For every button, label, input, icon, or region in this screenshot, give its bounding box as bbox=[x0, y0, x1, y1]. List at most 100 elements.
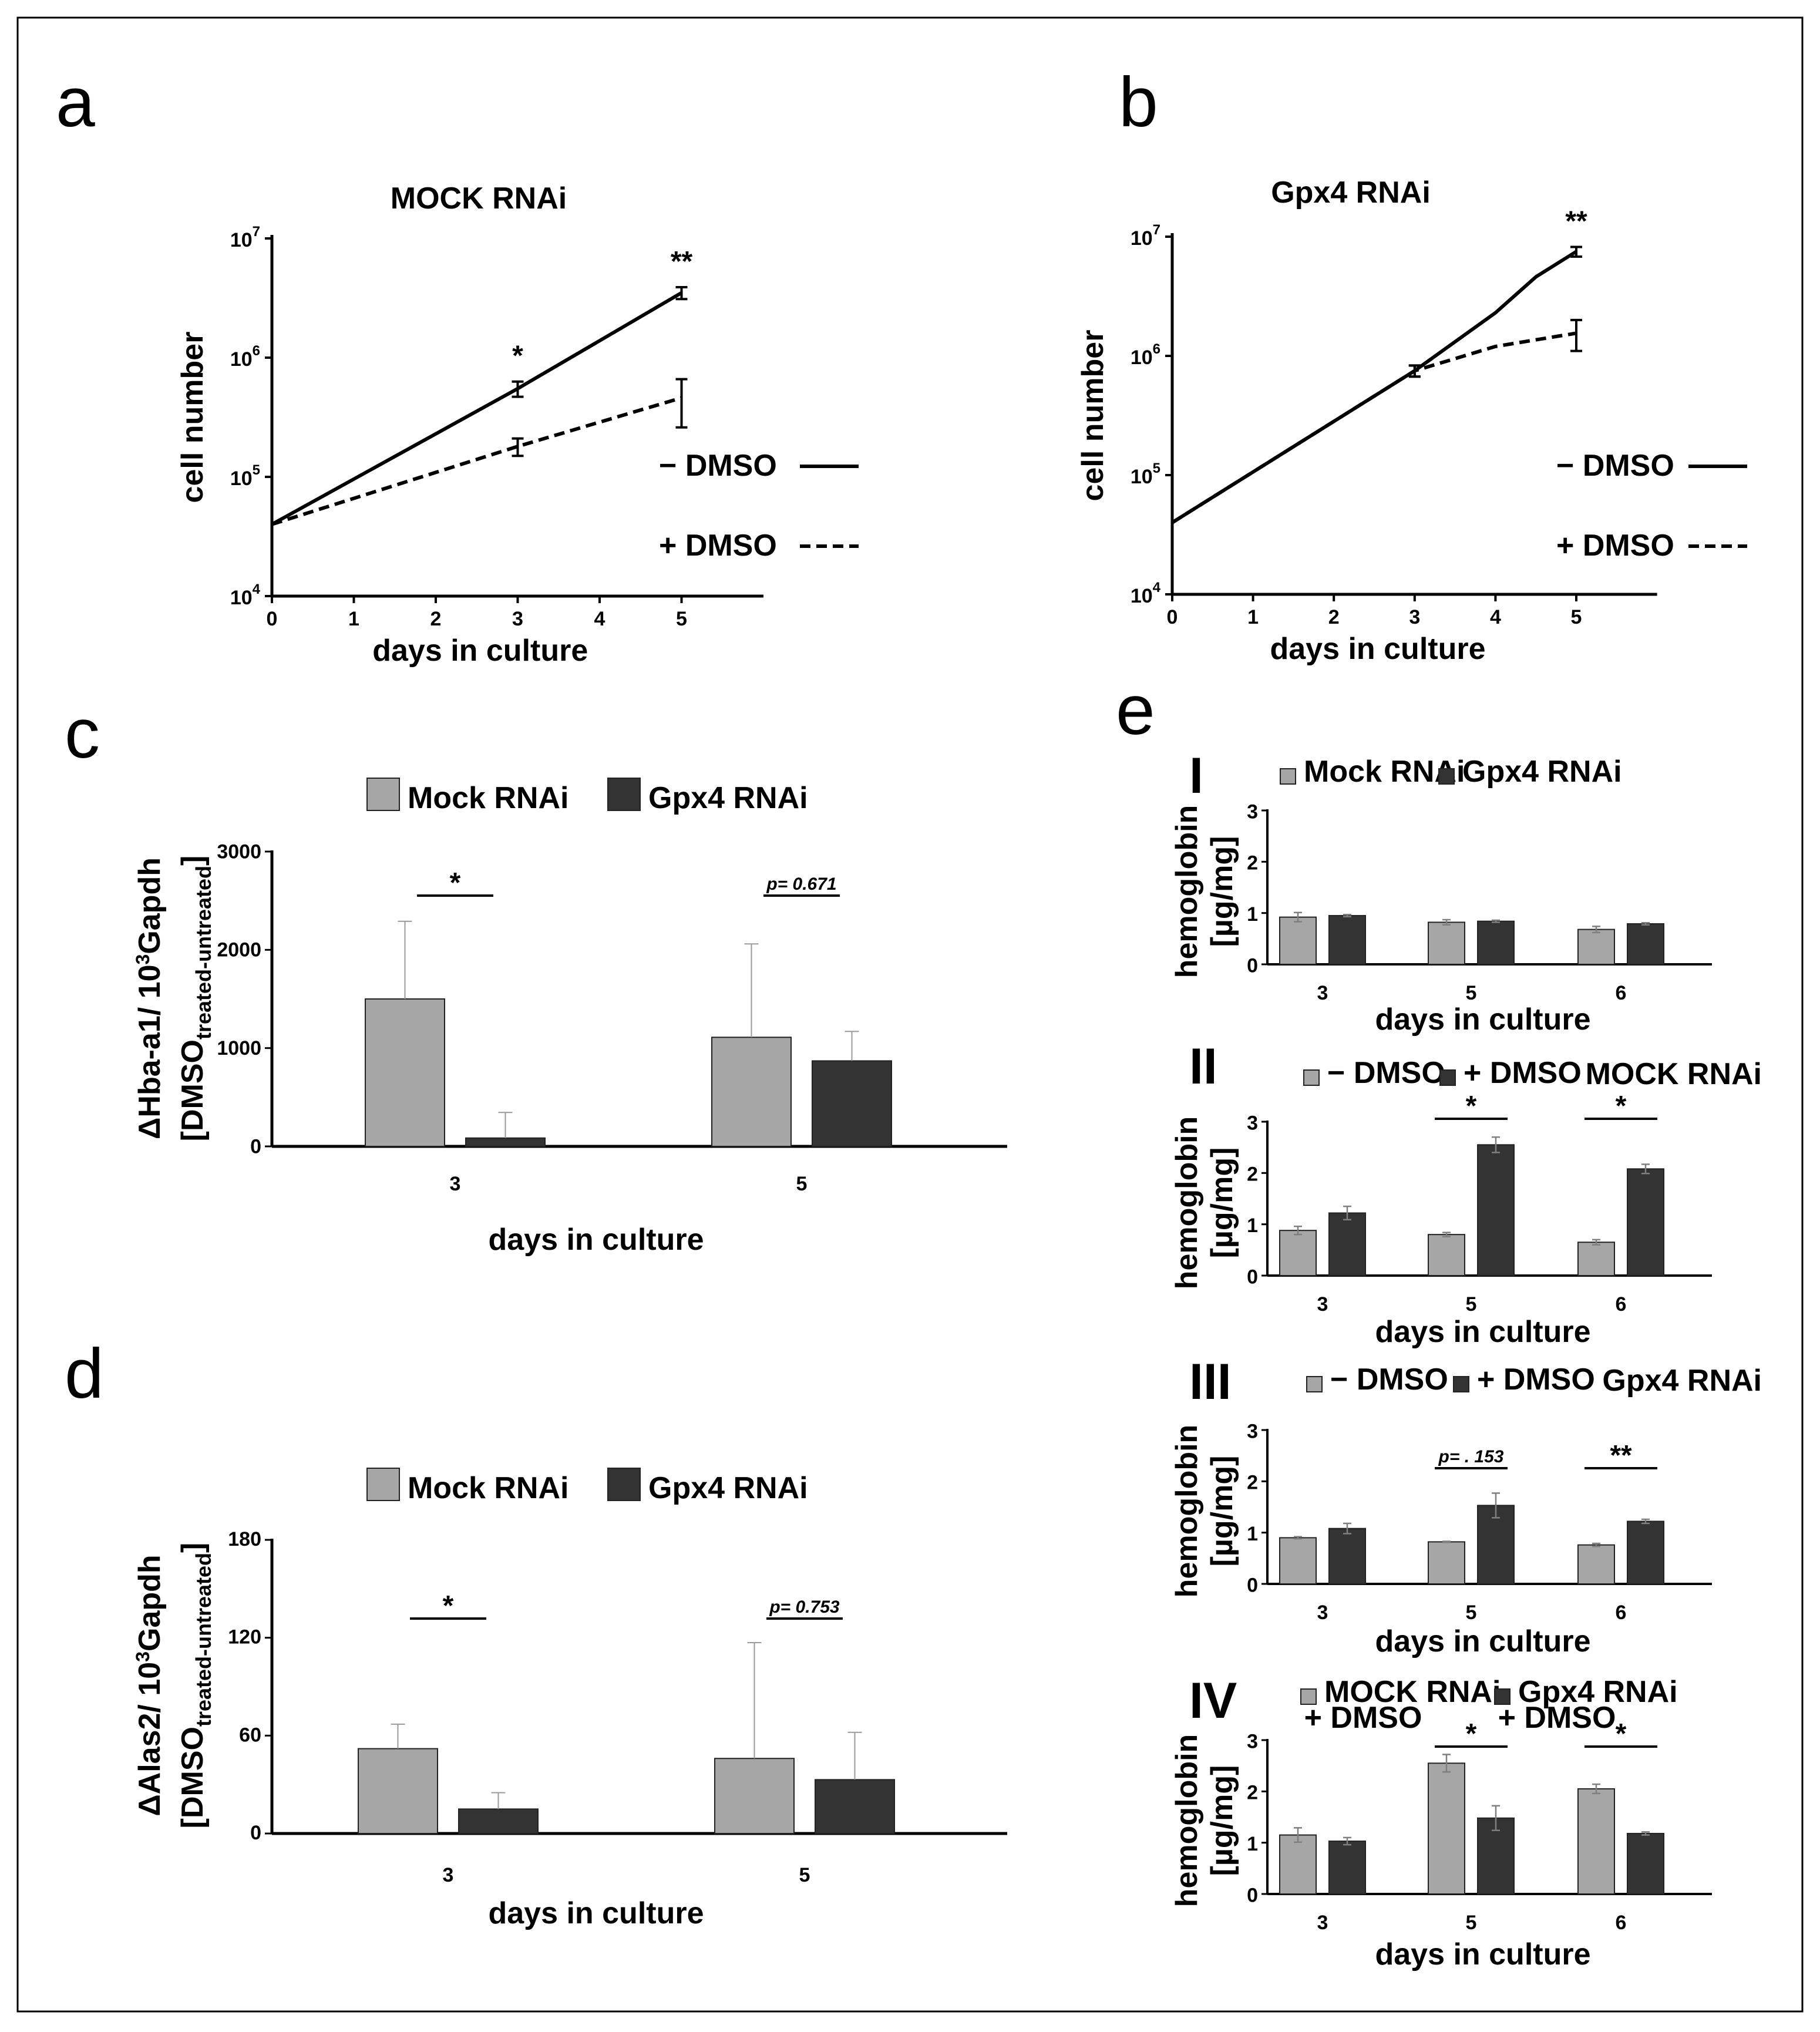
x-axis-label: days in culture bbox=[1270, 632, 1486, 666]
legend-label: + DMSO bbox=[1556, 529, 1674, 563]
x-category-label: 3 bbox=[1317, 1293, 1328, 1316]
x-category-label: 6 bbox=[1616, 1912, 1627, 1934]
legend-label: + DMSO bbox=[1477, 1362, 1595, 1397]
series-line bbox=[1171, 250, 1577, 524]
y-tick-label: 105 bbox=[1131, 460, 1160, 488]
y-tick-label: 106 bbox=[1131, 341, 1160, 369]
bar bbox=[358, 1748, 438, 1835]
bar bbox=[1328, 915, 1366, 965]
y-tick-label: 1 bbox=[1247, 903, 1258, 926]
legend-label: − DMSO bbox=[1330, 1362, 1448, 1397]
x-category-label: 5 bbox=[1466, 1912, 1477, 1934]
y-tick-label: 107 bbox=[230, 224, 260, 251]
x-tick-label: 0 bbox=[1167, 606, 1178, 628]
x-category-label: 3 bbox=[1317, 982, 1328, 1004]
x-axis-label: days in culture bbox=[1375, 1002, 1591, 1037]
legend-swatch bbox=[1494, 1688, 1511, 1705]
y-axis-label: cell number bbox=[1076, 330, 1110, 502]
x-tick-label: 5 bbox=[676, 608, 687, 630]
x-category-label: 3 bbox=[1317, 1912, 1328, 1934]
x-category-label: 6 bbox=[1616, 982, 1627, 1004]
y-tick-label: 1000 bbox=[217, 1037, 261, 1059]
y-axis-label: hemoglobin bbox=[1170, 805, 1204, 978]
figure-frame bbox=[16, 16, 1804, 2013]
x-category-label: 6 bbox=[1616, 1602, 1627, 1624]
x-category-label: 6 bbox=[1616, 1293, 1627, 1316]
significance-marker: ** bbox=[1565, 206, 1587, 237]
bar bbox=[458, 1808, 539, 1834]
x-tick-label: 2 bbox=[430, 608, 442, 630]
x-category-label: 5 bbox=[796, 1173, 808, 1195]
panel-letter: e bbox=[1116, 671, 1155, 749]
bar bbox=[714, 1758, 795, 1834]
significance-marker: * bbox=[1616, 1718, 1627, 1750]
x-category-label: 3 bbox=[1317, 1602, 1328, 1624]
bar bbox=[465, 1137, 546, 1147]
legend-label: Mock RNAi bbox=[408, 1471, 568, 1505]
y-tick-label: 107 bbox=[1131, 222, 1160, 250]
bar bbox=[1279, 916, 1317, 965]
significance-pvalue: p= . 153 bbox=[1438, 1447, 1504, 1466]
x-category-label: 5 bbox=[1466, 1293, 1477, 1316]
bar bbox=[365, 998, 445, 1147]
legend-swatch bbox=[1453, 1376, 1469, 1392]
y-tick-label: 0 bbox=[250, 1822, 261, 1844]
bar bbox=[1477, 1505, 1515, 1584]
bar bbox=[1577, 1242, 1615, 1277]
x-tick-label: 2 bbox=[1328, 606, 1340, 628]
series-line bbox=[1171, 331, 1577, 524]
x-axis-label: days in culture bbox=[1375, 1937, 1591, 1972]
significance-marker: * bbox=[512, 341, 523, 372]
x-tick-label: 3 bbox=[512, 608, 523, 630]
y-tick-label: 1 bbox=[1247, 1833, 1258, 1855]
y-tick-label: 0 bbox=[1247, 1574, 1258, 1596]
legend-label: Gpx4 RNAi bbox=[648, 781, 808, 815]
y-tick-label: 3000 bbox=[217, 840, 261, 863]
legend-label: + DMSO bbox=[1464, 1056, 1582, 1090]
significance-marker: * bbox=[450, 867, 461, 899]
legend-swatch bbox=[607, 1468, 641, 1501]
bar bbox=[1428, 1762, 1465, 1895]
y-tick-label: 104 bbox=[1131, 580, 1161, 607]
y-tick-label: 2 bbox=[1247, 1782, 1258, 1804]
legend-swatch bbox=[1280, 768, 1296, 785]
bar bbox=[1279, 1834, 1317, 1895]
y-tick-label: 2 bbox=[1247, 1472, 1258, 1494]
subpanel-label: IV bbox=[1189, 1673, 1237, 1729]
bar bbox=[1577, 1788, 1615, 1895]
chart-title: MOCK RNAi bbox=[391, 181, 567, 216]
bar bbox=[1477, 1144, 1515, 1277]
bar bbox=[1328, 1528, 1366, 1584]
y-axis-label: hemoglobin bbox=[1170, 1734, 1204, 1907]
significance-pvalue: p= 0.671 bbox=[766, 874, 836, 894]
bar bbox=[1328, 1841, 1366, 1895]
y-tick-label: 3 bbox=[1247, 1730, 1258, 1752]
bar bbox=[1627, 1168, 1664, 1277]
legend-label: − DMSO bbox=[1556, 449, 1674, 483]
y-tick-label: 104 bbox=[230, 581, 261, 609]
x-tick-label: 0 bbox=[267, 608, 278, 630]
x-tick-label: 3 bbox=[1409, 606, 1420, 628]
legend-label: + DMSO bbox=[659, 529, 777, 563]
legend-label: − DMSO bbox=[659, 449, 777, 483]
legend-label: Gpx4 RNAi bbox=[1518, 1675, 1678, 1709]
x-axis-label: days in culture bbox=[489, 1896, 704, 1930]
y-axis-label: ΔAlas2/ 103Gapdh bbox=[132, 1555, 167, 1816]
x-axis-label: days in culture bbox=[1375, 1624, 1591, 1658]
y-axis-label: ΔHba-a1/ 103Gapdh bbox=[132, 857, 167, 1139]
y-tick-label: 2 bbox=[1247, 1163, 1258, 1186]
y-axis-label-2: [µg/mg] bbox=[1205, 1148, 1239, 1259]
y-tick-label: 0 bbox=[250, 1135, 261, 1158]
panel-letter: c bbox=[65, 694, 100, 773]
bar bbox=[1577, 928, 1615, 965]
y-tick-label: 1 bbox=[1247, 1215, 1258, 1237]
legend-label-sub: + DMSO bbox=[1498, 1701, 1616, 1735]
legend-swatch bbox=[607, 778, 641, 811]
x-axis-label: days in culture bbox=[1375, 1315, 1591, 1349]
y-tick-label: 0 bbox=[1247, 954, 1258, 977]
x-category-label: 5 bbox=[1466, 982, 1477, 1004]
legend-swatch bbox=[1306, 1376, 1323, 1392]
y-tick-label: 180 bbox=[228, 1528, 261, 1550]
bar bbox=[1428, 1234, 1465, 1276]
